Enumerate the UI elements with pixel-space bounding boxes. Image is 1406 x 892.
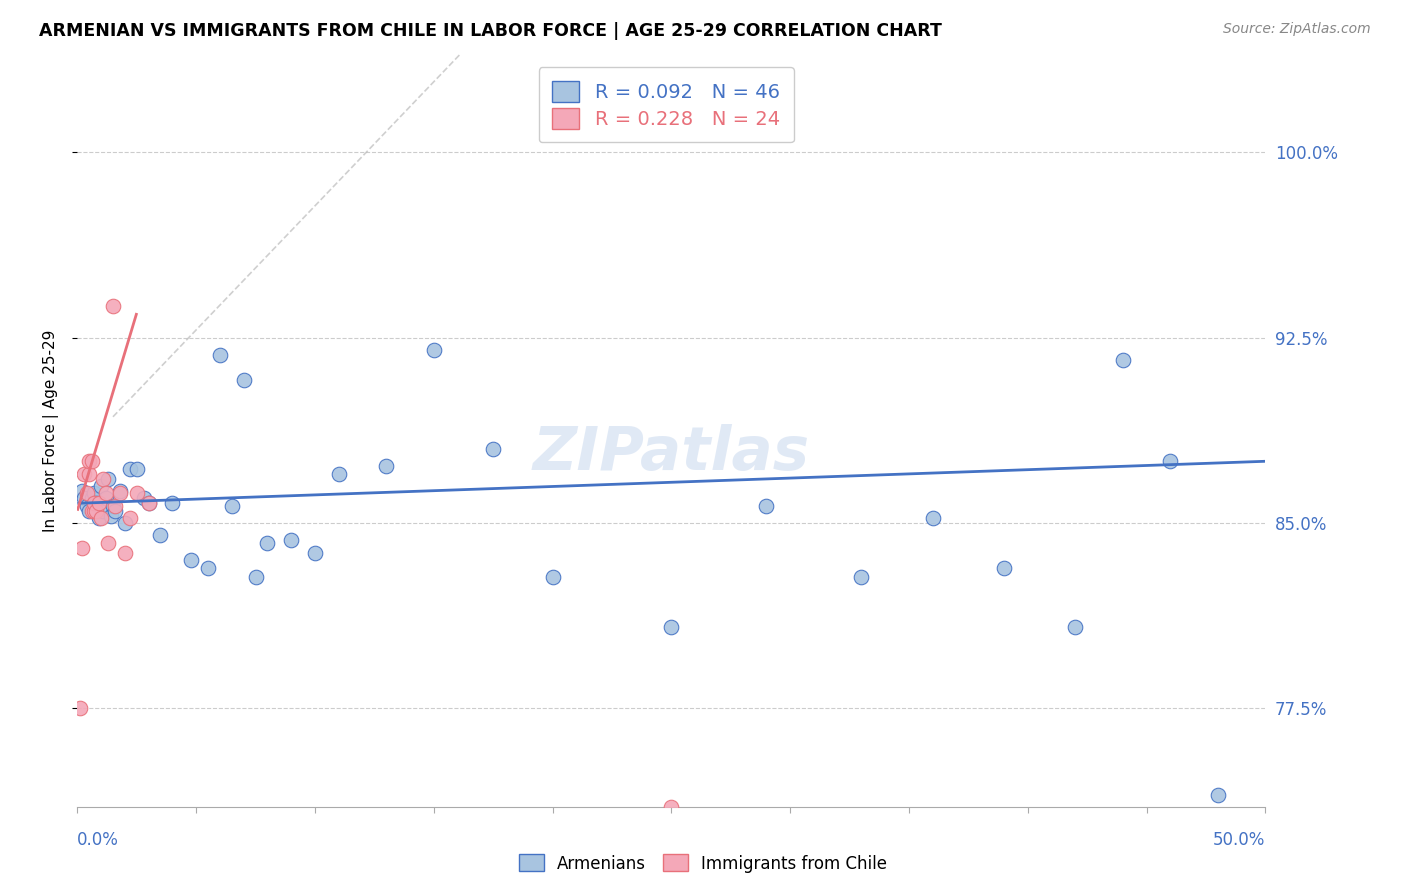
Point	[93, 472, 115, 486]
Point	[1112, 353, 1135, 368]
Point	[76, 486, 98, 500]
Point	[86, 504, 108, 518]
Point	[83, 504, 105, 518]
Legend: Armenians, Immigrants from Chile: Armenians, Immigrants from Chile	[512, 847, 894, 880]
Point	[208, 348, 231, 362]
Point	[70, 483, 93, 498]
Point	[118, 511, 141, 525]
Point	[77, 454, 100, 468]
Point	[138, 496, 160, 510]
Point	[132, 491, 155, 506]
Point	[90, 479, 112, 493]
Point	[70, 541, 93, 555]
Point	[661, 620, 683, 634]
Point	[180, 553, 202, 567]
Point	[125, 461, 148, 475]
Point	[921, 511, 943, 525]
Point	[114, 546, 136, 560]
Point	[108, 483, 131, 498]
Point	[69, 701, 91, 715]
Legend: R = 0.092   N = 46, R = 0.228   N = 24: R = 0.092 N = 46, R = 0.228 N = 24	[538, 67, 793, 143]
Point	[94, 491, 117, 506]
Point	[94, 486, 117, 500]
Point	[87, 511, 110, 525]
Point	[423, 343, 446, 357]
Point	[77, 467, 100, 481]
Point	[73, 467, 96, 481]
Point	[993, 560, 1015, 574]
Point	[83, 496, 105, 510]
Text: 0.0%: 0.0%	[77, 831, 120, 849]
Point	[1159, 454, 1181, 468]
Point	[138, 496, 160, 510]
Point	[541, 570, 564, 584]
Point	[125, 486, 148, 500]
Text: ARMENIAN VS IMMIGRANTS FROM CHILE IN LABOR FORCE | AGE 25-29 CORRELATION CHART: ARMENIAN VS IMMIGRANTS FROM CHILE IN LAB…	[39, 22, 942, 40]
Point	[104, 504, 127, 518]
Point	[1064, 620, 1087, 634]
Point	[245, 570, 267, 584]
Point	[80, 491, 103, 506]
Point	[280, 533, 302, 548]
Point	[232, 373, 254, 387]
Point	[162, 496, 184, 510]
Point	[83, 486, 105, 500]
Point	[101, 499, 124, 513]
Point	[87, 496, 110, 510]
Point	[93, 504, 115, 518]
Point	[73, 491, 96, 506]
Point	[1206, 788, 1229, 802]
Point	[149, 528, 172, 542]
Point	[90, 511, 112, 525]
Point	[755, 499, 778, 513]
Point	[104, 499, 127, 513]
Point	[86, 496, 108, 510]
Y-axis label: In Labor Force | Age 25-29: In Labor Force | Age 25-29	[44, 329, 59, 532]
Text: 50.0%: 50.0%	[1213, 831, 1265, 849]
Point	[197, 560, 219, 574]
Point	[108, 486, 131, 500]
Point	[118, 461, 141, 475]
Point	[101, 299, 124, 313]
Point	[100, 508, 122, 523]
Point	[328, 467, 350, 481]
Point	[97, 536, 120, 550]
Text: Source: ZipAtlas.com: Source: ZipAtlas.com	[1223, 22, 1371, 37]
Point	[221, 499, 243, 513]
Point	[76, 499, 98, 513]
Point	[256, 536, 278, 550]
Point	[375, 459, 398, 474]
Point	[304, 546, 326, 560]
Point	[97, 472, 120, 486]
Point	[482, 442, 505, 456]
Point	[661, 800, 683, 814]
Point	[77, 504, 100, 518]
Point	[80, 504, 103, 518]
Point	[851, 570, 873, 584]
Point	[80, 454, 103, 468]
Point	[114, 516, 136, 530]
Text: ZIPatlas: ZIPatlas	[533, 424, 810, 483]
